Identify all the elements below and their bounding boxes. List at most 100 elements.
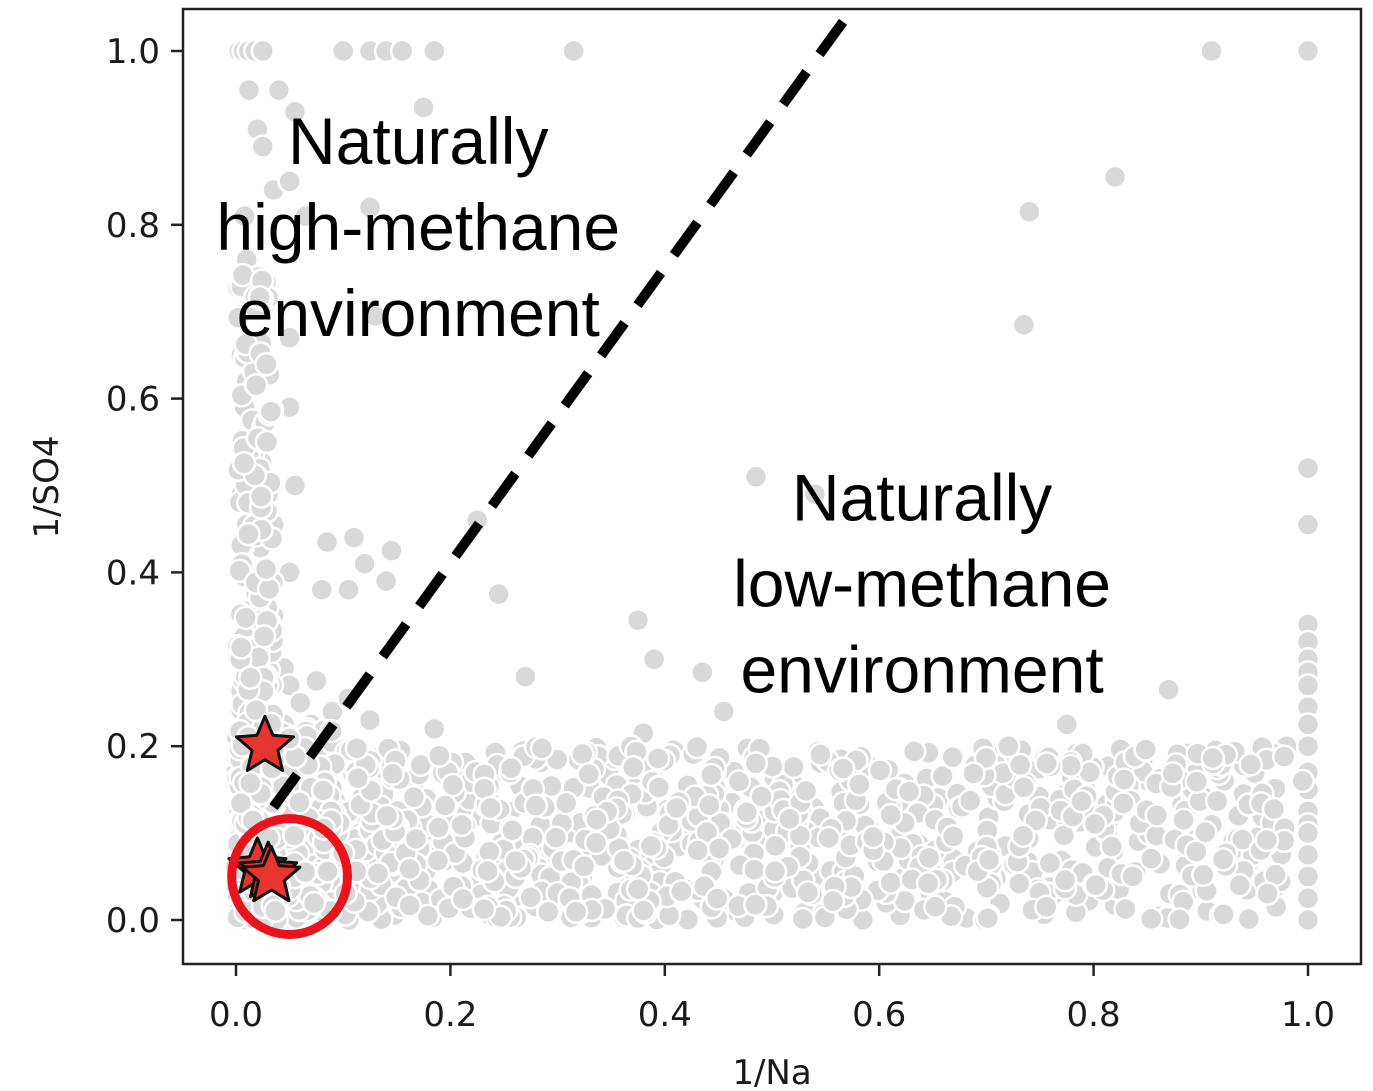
data-point [315,859,340,884]
data-point [638,833,664,859]
data-point [422,716,447,742]
data-point [961,761,986,786]
data-point [411,95,436,120]
data-point [726,769,752,794]
data-point [1230,827,1255,852]
x-tick-label: 0.8 [1067,995,1121,1035]
data-point [357,707,383,733]
data-point [847,772,872,797]
data-point [471,896,497,922]
data-point [704,886,730,911]
data-point [940,744,965,770]
x-tick-label: 0.2 [423,995,477,1035]
data-point [1295,820,1321,846]
y-tick-label: 0.6 [106,380,160,420]
data-point [1255,881,1280,906]
data-point [397,893,422,918]
x-tick-label: 1.0 [1281,995,1335,1035]
data-point [1236,906,1262,932]
data-point [1295,886,1321,911]
data-point [878,870,903,895]
data-point [1184,839,1209,864]
data-point [247,284,273,310]
data-point [228,791,254,816]
data-point [425,848,451,873]
data-point [379,538,404,563]
data-point [231,451,257,476]
data-point [1204,788,1230,814]
y-tick-label: 0.4 [106,553,160,593]
data-point [976,847,1002,873]
data-point [690,660,715,685]
data-point [543,825,569,850]
data-point [266,77,292,103]
data-point [975,906,1001,931]
annotation-line: low-methane [733,546,1111,620]
data-point [762,859,788,884]
y-tick-label: 1.0 [106,32,160,72]
data-point [427,743,452,768]
data-point [1160,761,1186,786]
data-point [743,892,768,917]
data-point [513,664,538,689]
data-point [553,790,579,816]
data-point [867,758,893,783]
data-point [664,795,689,821]
data-point [500,817,525,843]
data-point [583,830,609,856]
data-point [1144,803,1170,828]
data-point [1295,842,1321,868]
data-point [336,577,361,603]
data-point [941,824,966,849]
data-point [1099,834,1124,859]
data-point [1295,38,1321,64]
x-tick-label: 0.0 [209,995,263,1035]
data-point [1295,712,1321,737]
data-point [793,778,819,804]
data-point [645,746,671,771]
data-point [625,607,651,633]
data-point [711,699,737,724]
data-point [1139,846,1164,871]
data-point [763,833,788,859]
data-point [440,772,466,798]
data-point [287,790,312,815]
data-point [250,134,276,159]
annotation-line: environment [740,632,1103,706]
data-point [432,793,458,818]
data-point [450,886,476,912]
data-point [742,857,767,882]
data-point [561,38,586,64]
y-axis-ticks: 0.0 0.2 0.4 0.6 0.8 1.0 [106,32,183,941]
data-point [1167,907,1192,932]
data-point [253,556,279,582]
data-point [684,734,710,760]
data-point [1054,712,1080,737]
data-point [238,770,263,796]
data-point [277,325,302,351]
data-point [1156,677,1181,702]
annotation-text-1: Naturally high-methane environment [216,104,620,350]
data-point [1120,864,1145,889]
data-point [1199,38,1224,64]
data-point [475,858,500,884]
data-point [777,806,802,832]
star-marker [234,714,295,772]
data-point [802,481,828,507]
data-point [233,605,259,631]
data-point [1052,867,1078,893]
annotation-line: environment [237,276,600,350]
sample-stars [227,714,302,903]
data-point [397,856,422,882]
data-point [996,734,1021,759]
annotations: Naturally high-methane environmentNaturall… [216,104,1111,706]
data-point [1191,862,1216,888]
data-point [344,736,370,761]
data-point [1295,455,1321,481]
data-point [314,529,340,555]
data-point [625,877,651,902]
data-point [248,484,274,509]
data-point [1138,906,1164,932]
data-point [734,800,760,825]
data-point [1171,807,1196,833]
